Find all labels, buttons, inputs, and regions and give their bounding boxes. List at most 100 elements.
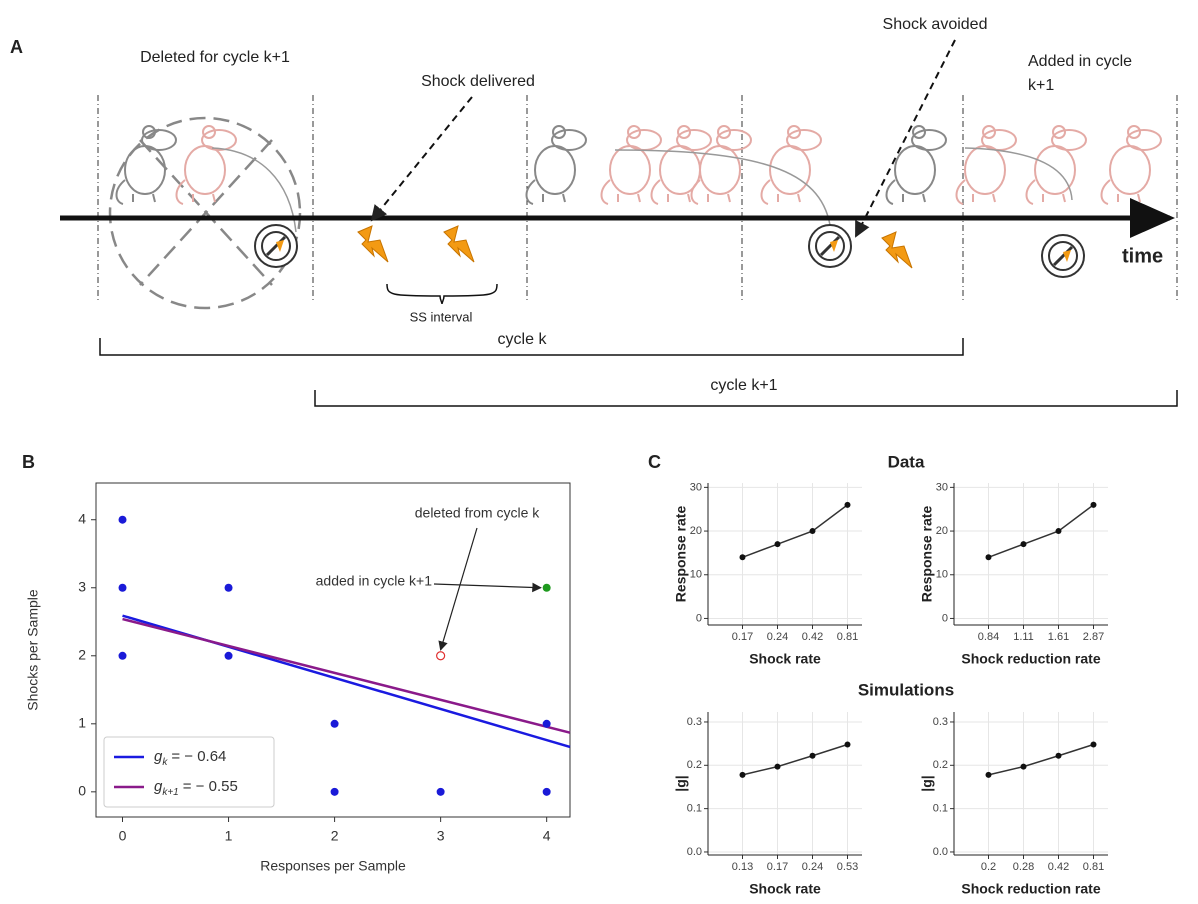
note: Added in cycle (1028, 53, 1132, 70)
point (224, 651, 233, 660)
x-tick-label: 0.17 (732, 631, 753, 643)
y-tick-label: 0.3 (687, 716, 702, 728)
line (742, 743, 848, 776)
dashed-arrows (370, 39, 956, 238)
bracket-k (99, 338, 964, 356)
legend-entry: gk = − 0.64 (154, 748, 226, 768)
point (542, 787, 551, 796)
x-tick-label: 1.11 (1013, 631, 1034, 643)
x-axis-label: Shock reduction rate (961, 881, 1100, 897)
note: SS interval (410, 309, 473, 324)
y-tick-label: 0.3 (933, 716, 948, 728)
y-tick-label: 30 (936, 481, 948, 493)
legend-estimate: = − 0.55 (183, 778, 238, 795)
y-tick-label: 20 (690, 525, 702, 537)
point (809, 528, 816, 535)
x-tick-label: 0.81 (1083, 861, 1104, 873)
plot-frame (95, 482, 571, 818)
point (330, 787, 339, 796)
panel-label: A (10, 37, 23, 57)
cycle-label: cycle k+1 (710, 377, 777, 394)
annotation-arrow (433, 582, 542, 593)
x-tick-label: 4 (543, 828, 551, 844)
note: Shock delivered (421, 73, 535, 90)
y-axis-label: Response rate (919, 506, 935, 603)
panel-label: C (648, 452, 661, 472)
cycle-label: cycle k (498, 331, 548, 348)
legend-box (103, 736, 275, 808)
line (988, 504, 1094, 558)
point (118, 583, 127, 592)
note: k+1 (1028, 77, 1054, 94)
x-tick-label: 0.84 (978, 631, 999, 643)
brace (386, 283, 498, 305)
mice (115, 125, 1162, 205)
heading: Simulations (858, 680, 954, 699)
legend-subscript: k+1 (162, 787, 178, 798)
x-tick-label: 0.42 (802, 631, 823, 643)
point (1090, 741, 1097, 748)
point (774, 541, 781, 548)
legend-estimate: = − 0.64 (171, 748, 226, 765)
y-tick-label: 0.0 (687, 846, 702, 858)
x-tick-label: 0.24 (802, 861, 823, 873)
point (118, 651, 127, 660)
x-tick-label: 0.2 (981, 861, 996, 873)
y-tick-label: 0.1 (933, 803, 948, 815)
x-tick-label: 0.81 (837, 631, 858, 643)
x-axis-label: Shock rate (749, 881, 821, 897)
y-axis-label: Shocks per Sample (25, 589, 41, 711)
x-tick-label: 3 (437, 828, 445, 844)
point (118, 515, 127, 524)
x-axis-label: Shock rate (749, 651, 821, 667)
x-tick-label: 0.53 (837, 861, 858, 873)
y-axis-label: Response rate (673, 506, 689, 603)
point (1055, 528, 1062, 535)
time-label: time (1122, 245, 1163, 267)
y-tick-label: 0.1 (687, 803, 702, 815)
point (739, 771, 746, 778)
x-tick-label: 0.42 (1048, 861, 1069, 873)
line (742, 504, 848, 558)
dash-dot-lines (97, 95, 1178, 300)
line (988, 743, 1094, 776)
y-tick-label: 3 (78, 578, 86, 594)
point (844, 741, 851, 748)
legend-symbol: g (154, 778, 163, 795)
point (985, 554, 992, 561)
point (1090, 501, 1097, 508)
note: Deleted for cycle k+1 (140, 49, 290, 66)
note: Shock avoided (883, 16, 988, 33)
point (985, 771, 992, 778)
point (542, 719, 551, 728)
y-tick-label: 10 (690, 569, 702, 581)
x-tick-label: 0.13 (732, 861, 753, 873)
point (224, 583, 233, 592)
point (436, 651, 446, 661)
y-tick-label: 20 (936, 525, 948, 537)
point (844, 501, 851, 508)
annotation: deleted from cycle k (415, 505, 540, 521)
x-tick-label: 0 (119, 828, 127, 844)
x-tick-label: 2 (331, 828, 339, 844)
point (1020, 763, 1027, 770)
y-tick-label: 0.0 (933, 846, 948, 858)
legend-subscript: k (162, 757, 168, 768)
y-tick-label: 1 (78, 715, 86, 731)
point (809, 752, 816, 759)
y-tick-label: 10 (936, 569, 948, 581)
x-axis-label: Shock reduction rate (961, 651, 1100, 667)
x-tick-label: 0.28 (1013, 861, 1034, 873)
point (1055, 752, 1062, 759)
point (774, 763, 781, 770)
y-tick-label: 0 (942, 612, 948, 624)
x-tick-label: 0.17 (767, 861, 788, 873)
point (739, 554, 746, 561)
y-tick-label: 0.2 (687, 759, 702, 771)
legend-entry: gk+1 = − 0.55 (154, 778, 238, 798)
point (1020, 541, 1027, 548)
x-tick-label: 1.61 (1048, 631, 1069, 643)
x-tick-label: 0.24 (767, 631, 788, 643)
y-tick-label: 2 (78, 646, 86, 662)
